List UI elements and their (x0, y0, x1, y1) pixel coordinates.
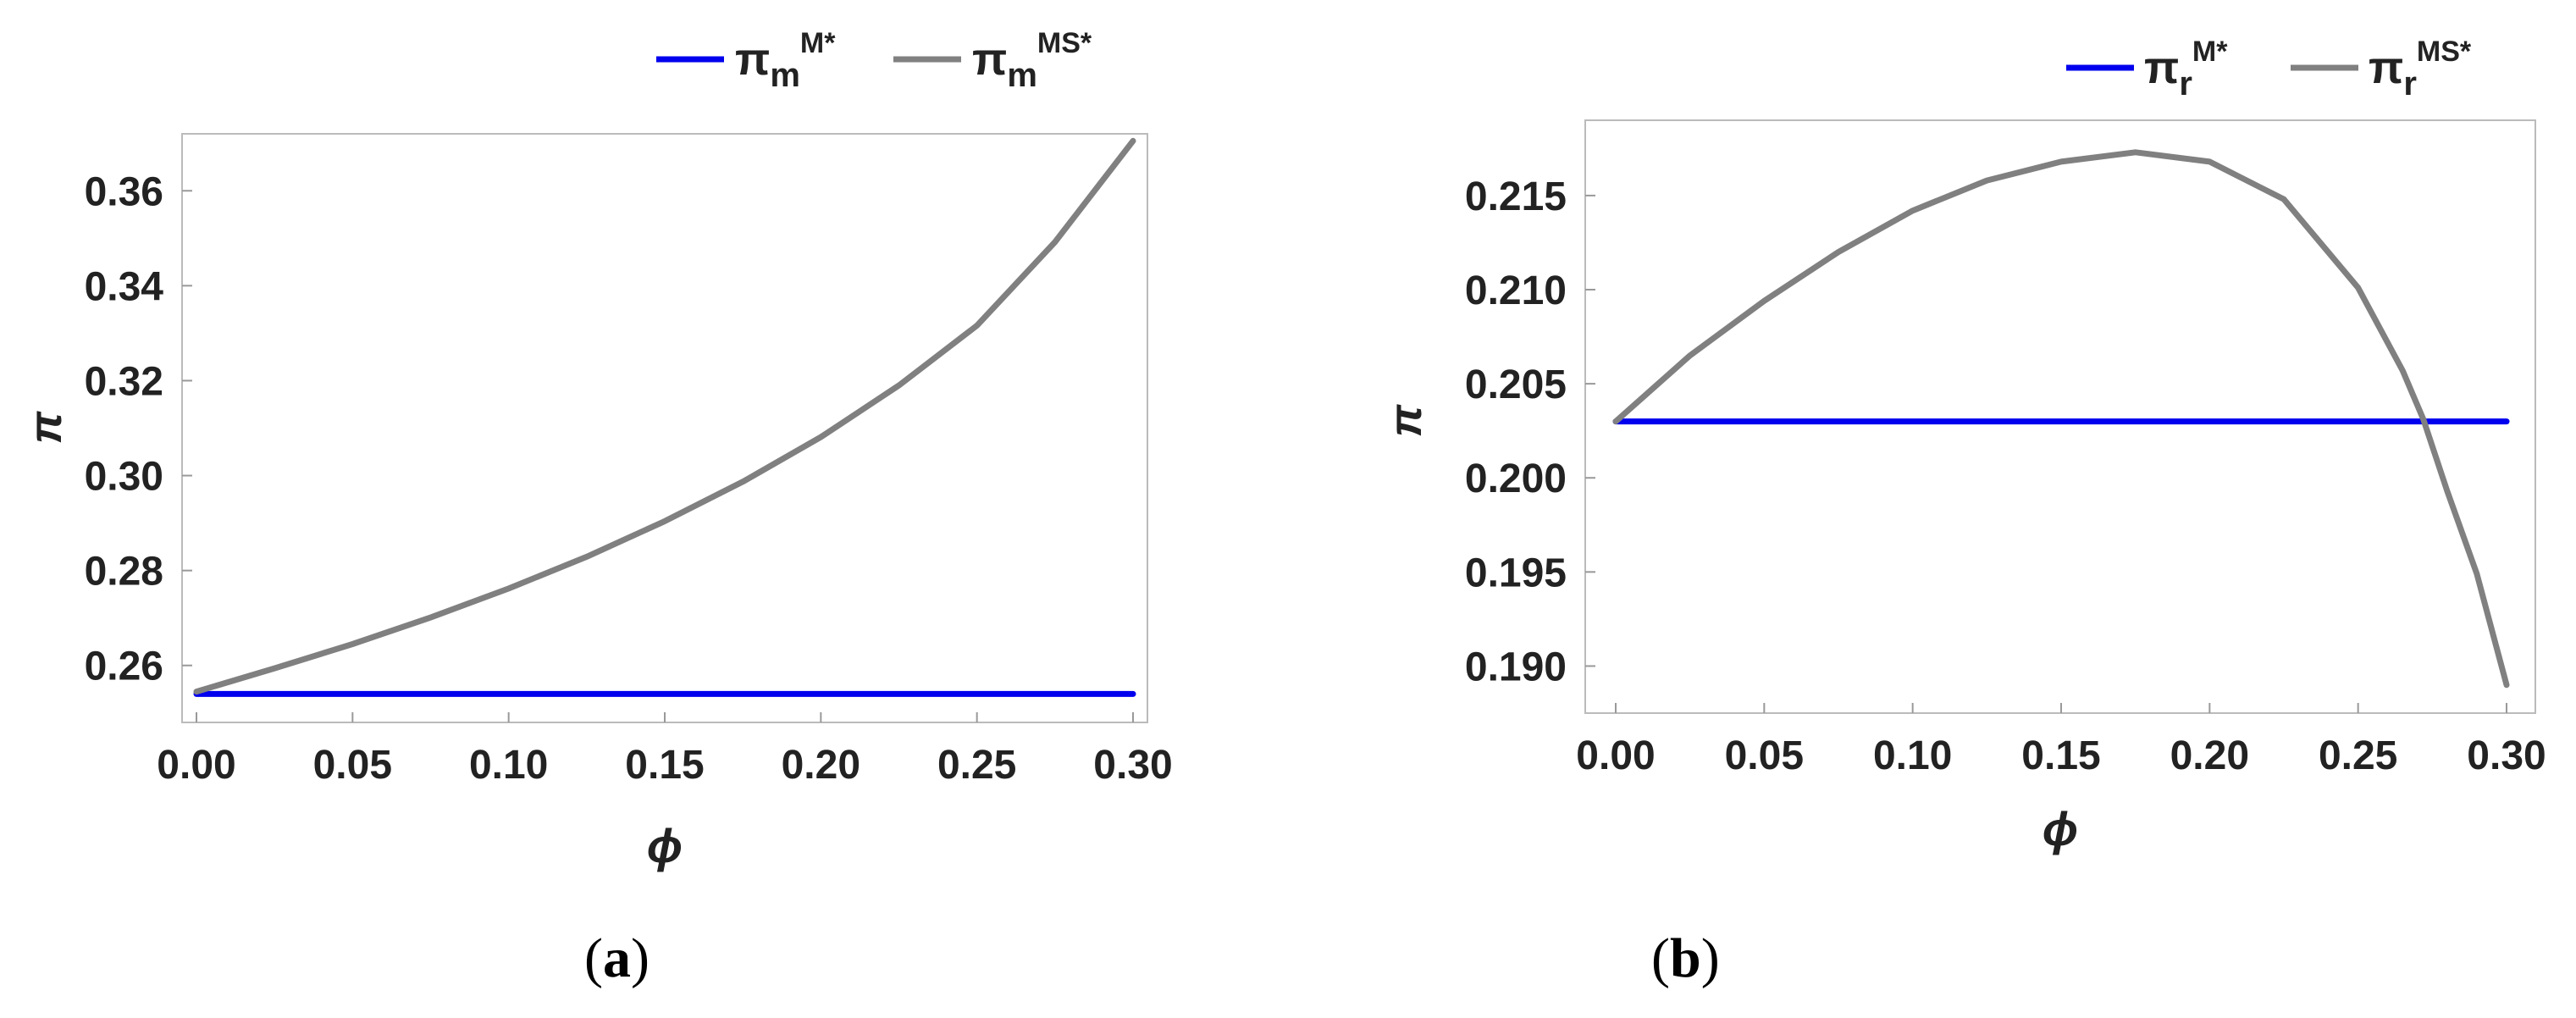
series-line-a-1 (193, 137, 1136, 695)
x-tick-label-a-5: 0.25 (937, 743, 1016, 788)
y-tick-marks-a (182, 190, 192, 667)
y-tick-label-a-1: 0.28 (85, 550, 163, 595)
plot-frame-a (181, 133, 1148, 723)
y-tick-label-b-0: 0.190 (1465, 645, 1567, 689)
y-tick-labels-a: 0.26 0.28 0.30 0.32 0.34 0.36 (85, 169, 164, 689)
y-tick-label-a-2: 0.30 (85, 455, 163, 500)
legend-label-a-2: πmMS* (972, 27, 1092, 94)
x-tick-label-b-0: 0.00 (1576, 733, 1655, 778)
y-tick-label-a-4: 0.34 (85, 264, 164, 309)
x-tick-label-b-1: 0.05 (1725, 733, 1804, 778)
y-tick-label-a-5: 0.36 (85, 169, 163, 214)
series-group-b (1612, 149, 2510, 689)
x-tick-label-b-4: 0.20 (2170, 733, 2249, 778)
y-tick-label-b-2: 0.200 (1465, 456, 1567, 501)
series-group-a (193, 137, 1136, 697)
series-line-b-1 (1612, 149, 2510, 689)
x-tick-label-b-6: 0.30 (2467, 733, 2546, 778)
legend-label-b-1: πrM* (2144, 36, 2228, 102)
y-tick-marks-b (1585, 194, 1595, 667)
x-axis-label-a: ϕ (647, 819, 683, 872)
legend-label-b-2: πrMS* (2369, 36, 2472, 102)
y-tick-label-a-0: 0.26 (85, 645, 163, 689)
x-tick-labels-b: 0.00 0.05 0.10 0.15 0.20 0.25 0.30 (1576, 733, 2546, 778)
x-tick-marks-a (196, 712, 1134, 722)
y-tick-labels-b: 0.190 0.195 0.200 0.205 0.210 0.215 (1465, 174, 1567, 690)
x-tick-label-b-5: 0.25 (2319, 733, 2397, 778)
x-tick-marks-b (1615, 703, 2507, 713)
x-tick-label-a-3: 0.15 (625, 743, 704, 788)
y-tick-label-b-3: 0.205 (1465, 362, 1567, 407)
y-tick-label-b-4: 0.210 (1465, 268, 1567, 313)
chart-panel-a: 0.26 0.28 0.30 0.32 0.34 0.36 0.00 0.05 0.10 0.1… (20, 27, 1173, 989)
legend-label-a-1: πmM* (735, 27, 836, 94)
y-tick-label-b-5: 0.215 (1465, 174, 1567, 219)
y-axis-label-b: π (1380, 404, 1431, 437)
y-tick-label-a-3: 0.32 (85, 359, 163, 404)
x-tick-labels-a: 0.00 0.05 0.10 0.15 0.20 0.25 0.30 (157, 743, 1172, 788)
legend-a: πmM* πmMS* (656, 27, 1092, 94)
x-tick-label-a-4: 0.20 (782, 743, 860, 788)
x-tick-label-b-3: 0.15 (2021, 733, 2100, 778)
panel-caption-a: (a) (584, 927, 650, 989)
legend-b: πrM* πrMS* (2066, 36, 2472, 102)
x-tick-label-a-6: 0.30 (1093, 743, 1172, 788)
plot-frame-b (1584, 119, 2536, 714)
x-tick-label-a-1: 0.05 (313, 743, 392, 788)
x-tick-label-a-0: 0.00 (157, 743, 235, 788)
y-tick-label-b-1: 0.195 (1465, 550, 1567, 595)
x-tick-label-b-2: 0.10 (1873, 733, 1952, 778)
panel-caption-b: (b) (1651, 927, 1720, 989)
y-axis-label-a: π (20, 411, 71, 444)
x-tick-label-a-2: 0.10 (469, 743, 548, 788)
x-axis-label-b: ϕ (2043, 802, 2078, 855)
